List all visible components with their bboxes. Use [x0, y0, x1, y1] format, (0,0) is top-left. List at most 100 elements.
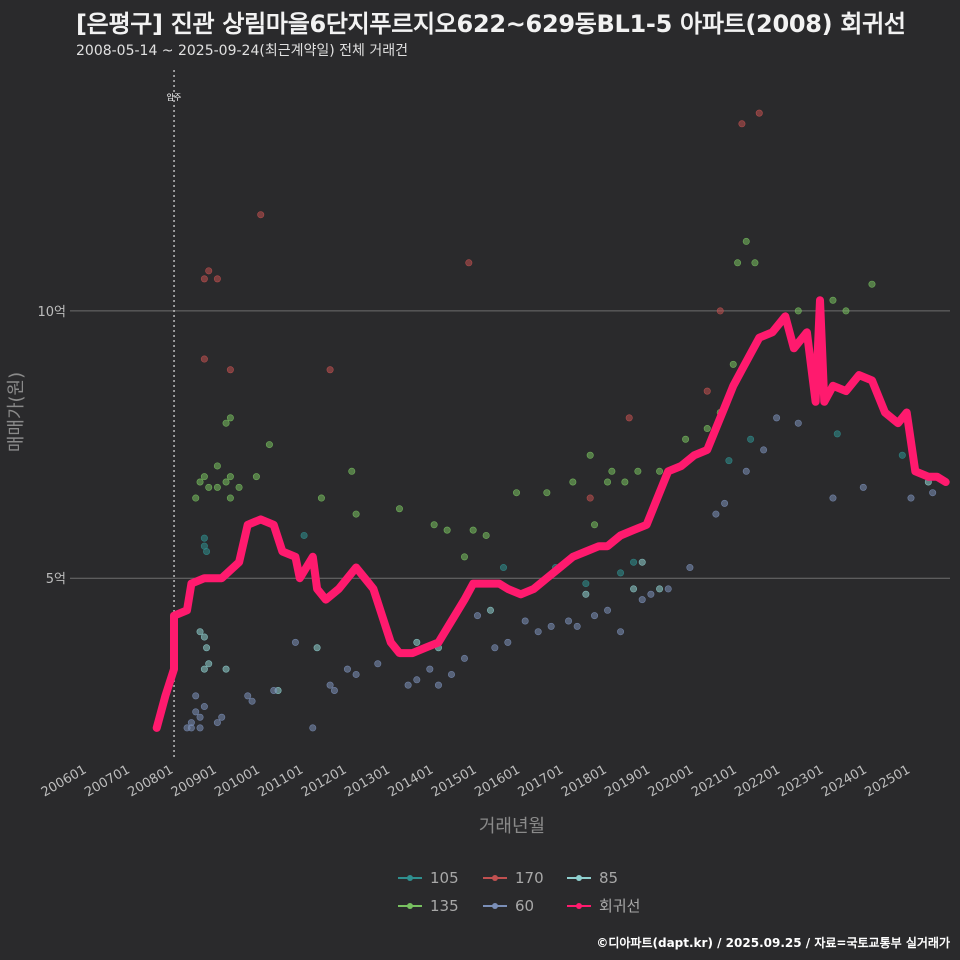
x-tick-label: 201201 — [299, 762, 349, 800]
data-point-170 — [326, 366, 334, 374]
x-tick-label: 202501 — [862, 762, 912, 800]
data-point-60 — [521, 617, 529, 625]
data-point-60 — [434, 681, 442, 689]
x-tick-label: 201601 — [472, 762, 522, 800]
data-point-60 — [647, 590, 655, 598]
data-point-105 — [898, 451, 906, 459]
data-point-60 — [460, 654, 468, 662]
data-point-135 — [430, 521, 438, 529]
data-point-60 — [352, 670, 360, 678]
data-point-170 — [200, 275, 208, 283]
data-point-170 — [738, 120, 746, 128]
data-point-170 — [465, 259, 473, 267]
data-point-105 — [200, 534, 208, 542]
data-point-105 — [499, 564, 507, 572]
data-point-60 — [504, 638, 512, 646]
move-in-label: 입주 — [167, 93, 182, 102]
data-point-135 — [200, 473, 208, 481]
data-point-60 — [907, 494, 915, 502]
data-point-85 — [413, 638, 421, 646]
data-point-60 — [638, 596, 646, 604]
regression-line-layer — [152, 296, 950, 732]
data-point-60 — [773, 414, 781, 422]
data-point-60 — [326, 681, 334, 689]
data-point-60 — [192, 692, 200, 700]
data-point-170 — [213, 275, 221, 283]
data-point-60 — [712, 510, 720, 518]
data-point-135 — [751, 259, 759, 267]
legend: 105 170 85 135 60 회귀선 — [398, 869, 640, 915]
data-point-135 — [569, 478, 577, 486]
data-point-60 — [742, 467, 750, 475]
data-point-135 — [213, 483, 221, 491]
data-point-135 — [829, 296, 837, 304]
data-point-85 — [582, 590, 590, 598]
data-point-60 — [491, 644, 499, 652]
data-point-105 — [747, 435, 755, 443]
data-point-60 — [413, 676, 421, 684]
data-point-60 — [291, 638, 299, 646]
data-point-85 — [200, 665, 208, 673]
x-tick-label: 202301 — [776, 762, 826, 800]
data-point-60 — [686, 564, 694, 572]
x-tick-label: 201001 — [212, 762, 262, 800]
data-point-60 — [794, 419, 802, 427]
x-tick-label: 202101 — [689, 762, 739, 800]
data-point-135 — [317, 494, 325, 502]
data-point-60 — [187, 724, 195, 732]
data-point-60 — [721, 499, 729, 507]
data-point-60 — [218, 713, 226, 721]
data-point-135 — [734, 259, 742, 267]
x-tick-label: 201501 — [429, 762, 479, 800]
x-tick-label: 201101 — [256, 762, 306, 800]
data-point-60 — [248, 697, 256, 705]
legend-swatch-dot — [576, 875, 582, 881]
data-point-135 — [395, 505, 403, 513]
data-point-135 — [682, 435, 690, 443]
data-point-105 — [833, 430, 841, 438]
data-point-135 — [196, 478, 204, 486]
data-point-60 — [547, 622, 555, 630]
data-point-85 — [222, 665, 230, 673]
y-tick-label: 10억 — [37, 305, 66, 320]
data-point-105 — [617, 569, 625, 577]
data-point-105 — [725, 457, 733, 465]
data-point-135 — [226, 473, 234, 481]
data-point-135 — [794, 307, 802, 315]
data-point-60 — [591, 612, 599, 620]
data-point-60 — [829, 494, 837, 502]
legend-swatch-dot — [492, 875, 498, 881]
data-point-135 — [213, 462, 221, 470]
legend-label: 170 — [515, 869, 544, 887]
data-point-85 — [196, 628, 204, 636]
data-point-60 — [343, 665, 351, 673]
data-point-60 — [565, 617, 573, 625]
data-point-135 — [226, 414, 234, 422]
chart-subtitle: 2008-05-14 ~ 2025-09-24(최근계약일) 전체 거래건 — [76, 43, 408, 59]
data-point-105 — [300, 531, 308, 539]
data-point-85 — [656, 585, 664, 593]
data-point-170 — [226, 366, 234, 374]
data-point-135 — [543, 489, 551, 497]
data-point-60 — [213, 719, 221, 727]
x-tick-label: 202001 — [646, 762, 696, 800]
data-point-60 — [196, 724, 204, 732]
chart-title: [은평구] 진관 상림마을6단지푸르지오622~629동BL1-5 아파트(20… — [76, 10, 906, 38]
legend-swatch-dot — [576, 903, 582, 909]
x-tick-label: 200601 — [39, 762, 89, 800]
data-point-60 — [859, 483, 867, 491]
x-axis-label: 거래년월 — [479, 816, 545, 837]
x-tick-label: 201301 — [342, 762, 392, 800]
data-point-60 — [760, 446, 768, 454]
data-point-85 — [630, 585, 638, 593]
data-point-135 — [469, 526, 477, 534]
data-point-135 — [192, 494, 200, 502]
x-tick-labels: 2006012007012008012009012010012011012012… — [39, 762, 913, 800]
data-point-60 — [534, 628, 542, 636]
data-point-60 — [196, 713, 204, 721]
scatter-points — [183, 109, 937, 732]
data-point-135 — [348, 467, 356, 475]
data-point-85 — [203, 644, 211, 652]
regression-line — [152, 296, 950, 732]
